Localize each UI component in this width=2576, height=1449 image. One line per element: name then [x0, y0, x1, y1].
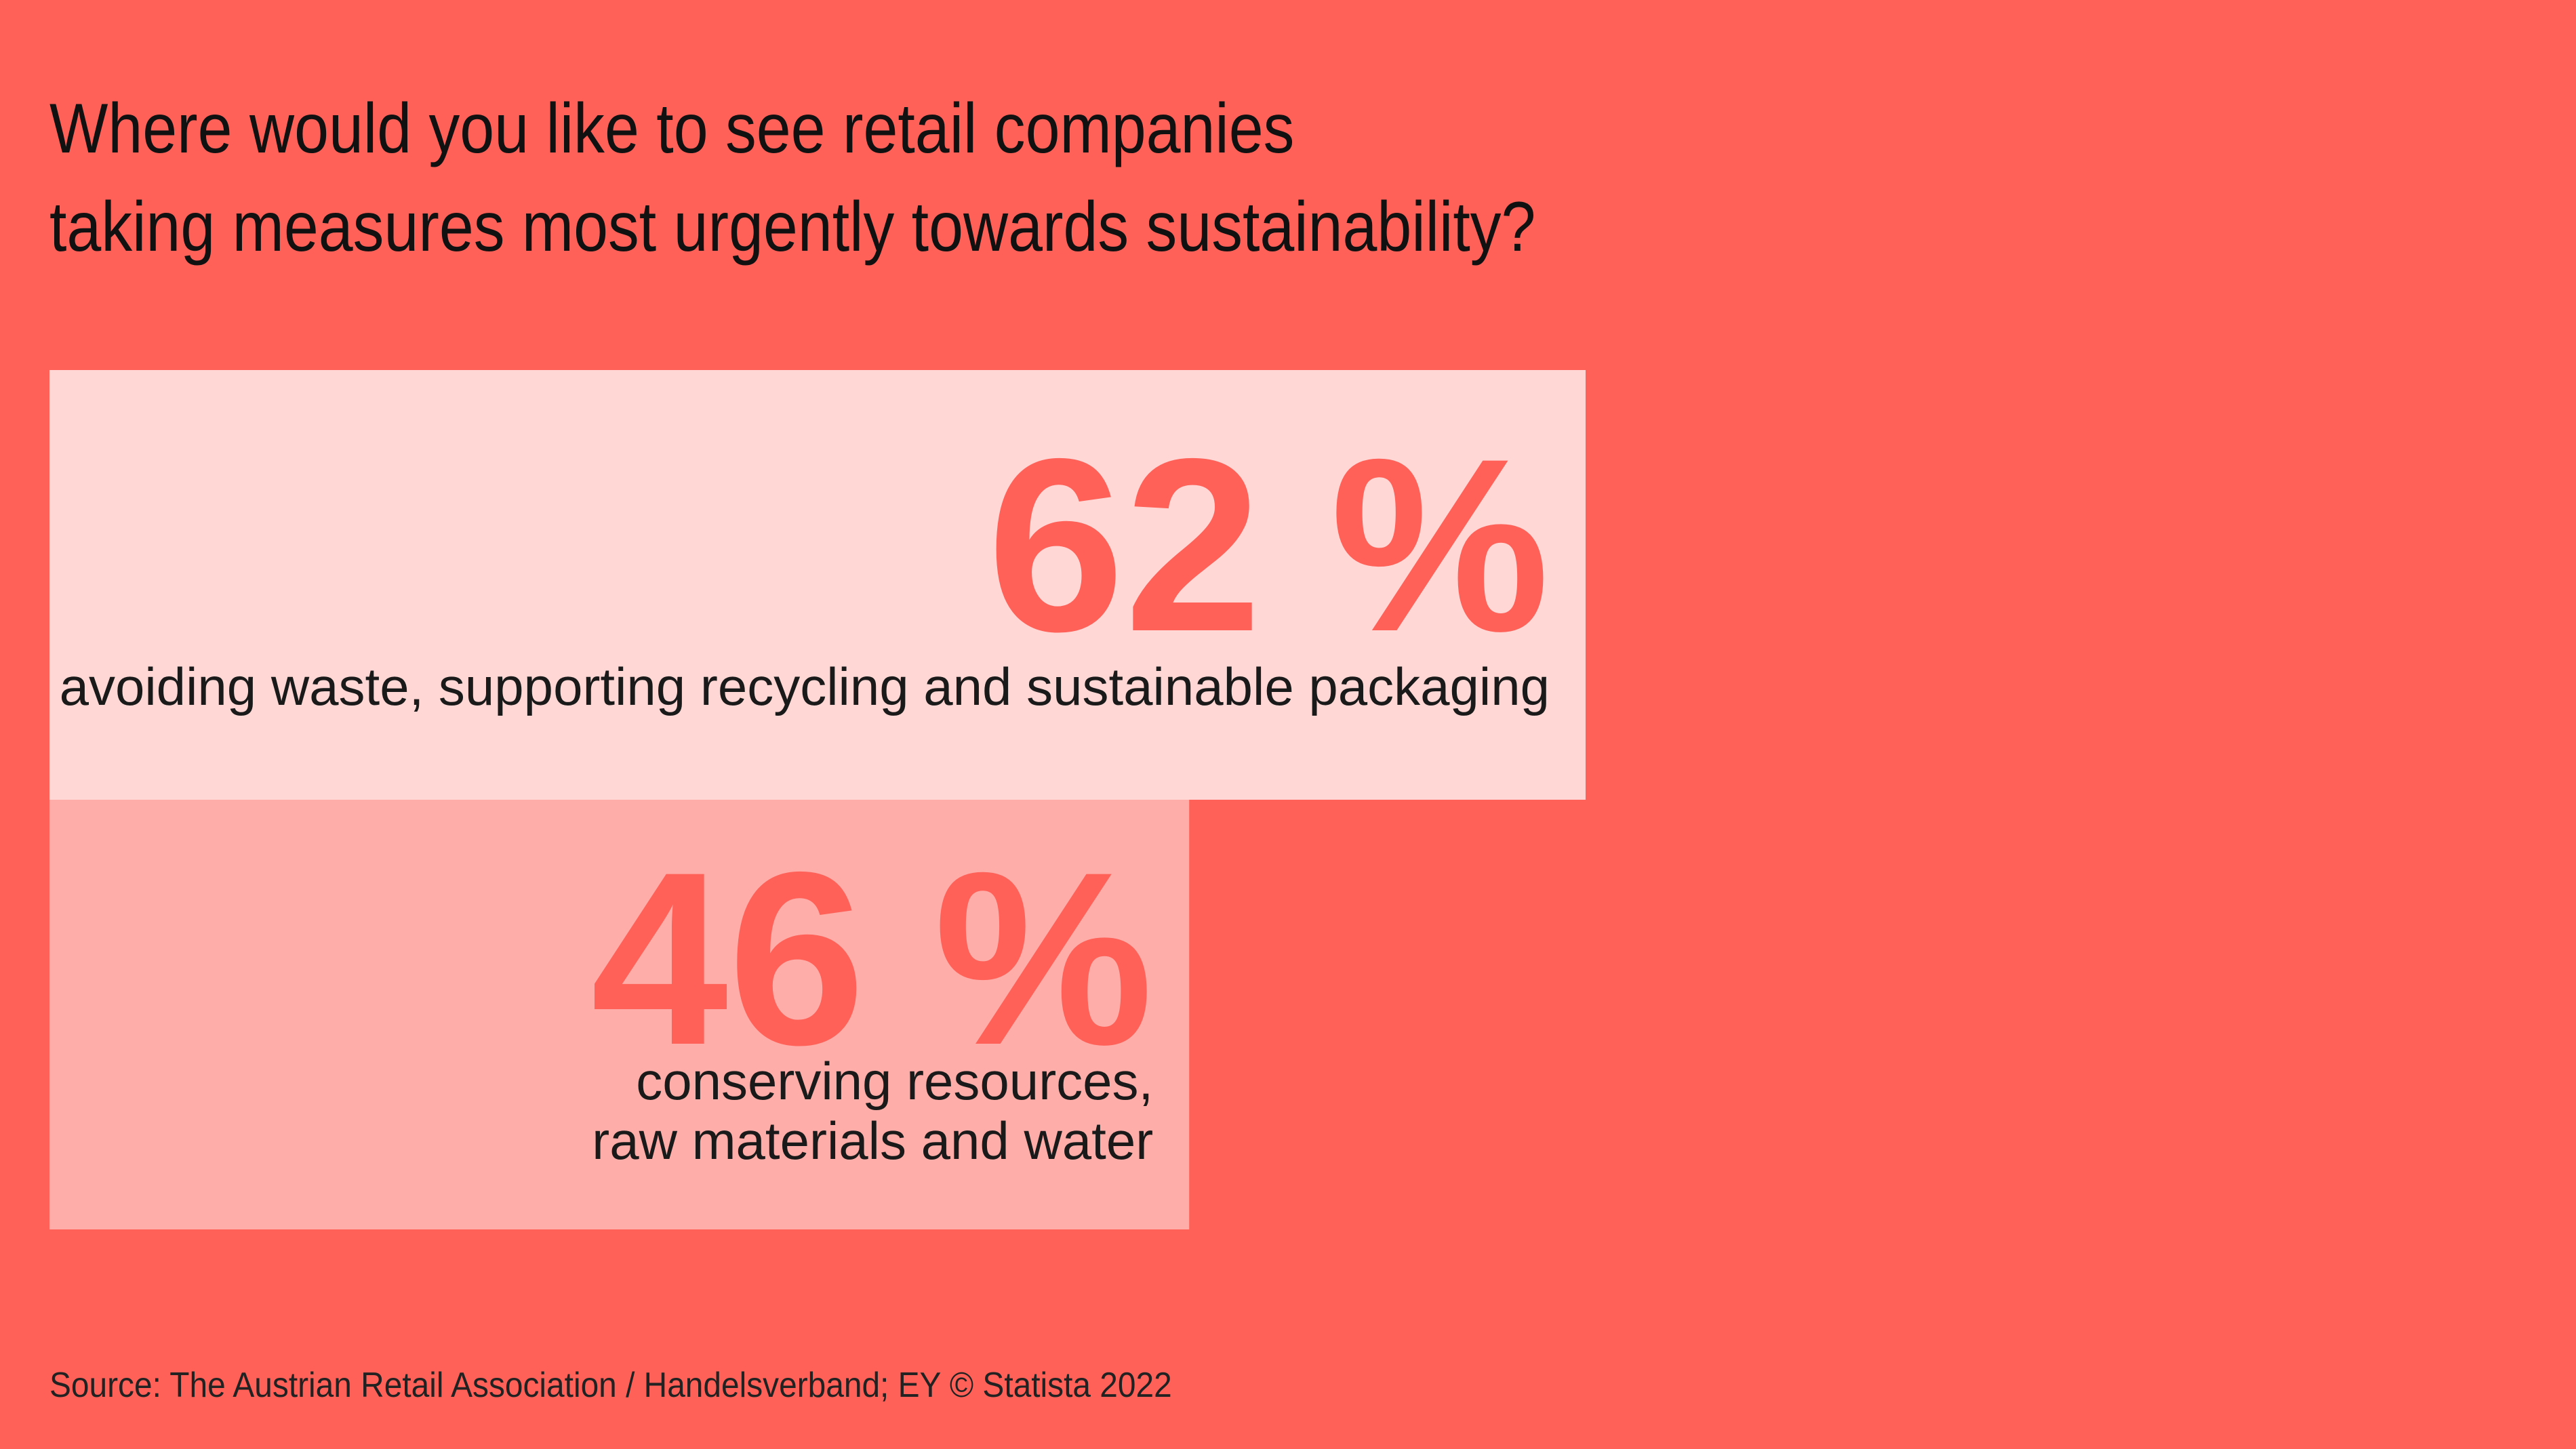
- chart-title-line-2: taking measures most urgently towards su…: [49, 188, 1536, 266]
- category-label-2-line-1: conserving resources,: [636, 1051, 1153, 1111]
- category-label-2-line-2: raw materials and water: [592, 1111, 1153, 1170]
- value-label-2: 46 %: [591, 821, 1154, 1097]
- value-label-1: 62 %: [987, 407, 1550, 683]
- bar-2: [49, 800, 1190, 1229]
- category-label-1-line-1: avoiding waste, supporting recycling and…: [60, 657, 1550, 716]
- bar-1: [49, 370, 1586, 800]
- chart-title: Where would you like to see retail compa…: [49, 80, 1535, 277]
- chart-title-line-1: Where would you like to see retail compa…: [49, 89, 1295, 168]
- category-label-2: conserving resources,raw materials and w…: [592, 1051, 1153, 1170]
- bar-group-2: 46 %conserving resources,raw materials a…: [49, 800, 1190, 1229]
- source-note: Source: The Austrian Retail Association …: [49, 1366, 1172, 1405]
- category-label-1: avoiding waste, supporting recycling and…: [60, 657, 1550, 716]
- bar-group-1: 62 %avoiding waste, supporting recycling…: [49, 370, 1586, 800]
